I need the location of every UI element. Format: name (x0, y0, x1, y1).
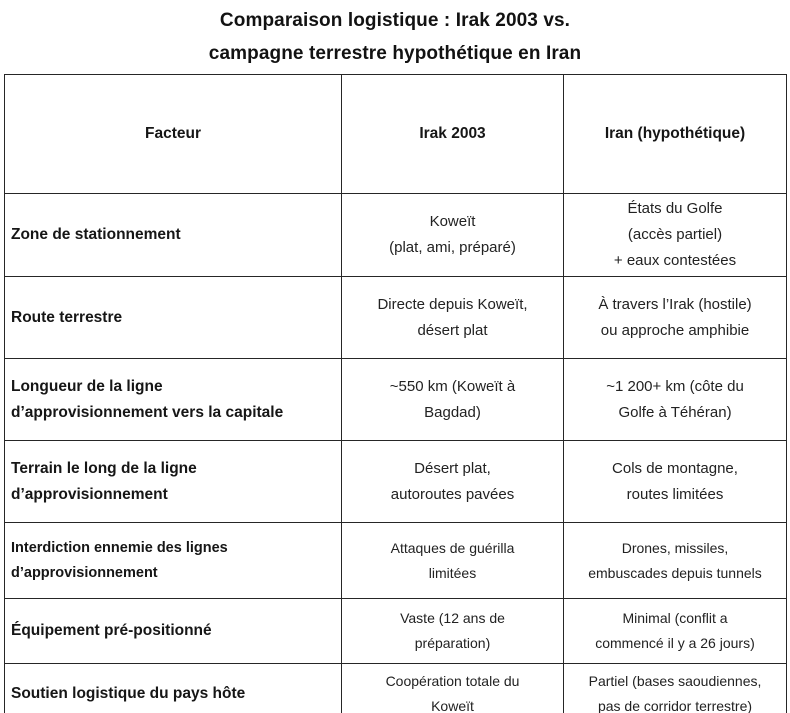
irak-cell: Désert plat, autoroutes pavées (341, 440, 564, 523)
table-row: Interdiction ennemie des lignes d’approv… (4, 522, 787, 599)
irak-cell: Directe depuis Koweït, désert plat (341, 276, 564, 359)
irak-cell: Coopération totale du Koweït (341, 663, 564, 713)
header-irak-2003: Irak 2003 (341, 74, 564, 194)
factor-cell: Interdiction ennemie des lignes d’approv… (4, 522, 342, 599)
factor-cell: Équipement pré-positionné (4, 598, 342, 664)
iran-cell: Minimal (conflit a commencé il y a 26 jo… (563, 598, 787, 664)
header-facteur: Facteur (4, 74, 342, 194)
table-row: Équipement pré-positionné Vaste (12 ans … (4, 598, 787, 664)
page-title-line-2: campagne terrestre hypothétique en Iran (208, 43, 582, 64)
table-header-row: Facteur Irak 2003 Iran (hypothétique) (4, 74, 787, 194)
factor-cell: Soutien logistique du pays hôte (4, 663, 342, 713)
header-iran-hypothetique: Iran (hypothétique) (563, 74, 787, 194)
iran-cell: À travers l’Irak (hostile) ou approche a… (563, 276, 787, 359)
table-row: Longueur de la ligne d’approvisionnement… (4, 358, 787, 441)
table-row: Soutien logistique du pays hôte Coopérat… (4, 663, 787, 713)
iran-cell: Cols de montagne, routes limitées (563, 440, 787, 523)
irak-cell: Vaste (12 ans de préparation) (341, 598, 564, 664)
table-row: Route terrestre Directe depuis Koweït, d… (4, 276, 787, 359)
factor-cell: Terrain le long de la ligne d’approvisio… (4, 440, 342, 523)
page-title: Comparaison logistique : Irak 2003 vs. c… (0, 0, 790, 70)
irak-cell: ~550 km (Koweït à Bagdad) (341, 358, 564, 441)
table-row: Terrain le long de la ligne d’approvisio… (4, 440, 787, 523)
factor-cell: Route terrestre (4, 276, 342, 359)
factor-cell: Zone de stationnement (4, 193, 342, 277)
iran-cell: ~1 200+ km (côte du Golfe à Téhéran) (563, 358, 787, 441)
irak-cell: Attaques de guérilla limitées (341, 522, 564, 599)
iran-cell: États du Golfe (accès partiel) + eaux co… (563, 193, 787, 277)
iran-cell: Drones, missiles, embuscades depuis tunn… (563, 522, 787, 599)
table-row: Zone de stationnement Koweït (plat, ami,… (4, 193, 787, 277)
page-title-line-1: Comparaison logistique : Irak 2003 vs. (219, 10, 571, 31)
irak-cell: Koweït (plat, ami, préparé) (341, 193, 564, 277)
comparison-table: Facteur Irak 2003 Iran (hypothétique) Zo… (4, 74, 787, 713)
iran-cell: Partiel (bases saoudiennes, pas de corri… (563, 663, 787, 713)
factor-cell: Longueur de la ligne d’approvisionnement… (4, 358, 342, 441)
